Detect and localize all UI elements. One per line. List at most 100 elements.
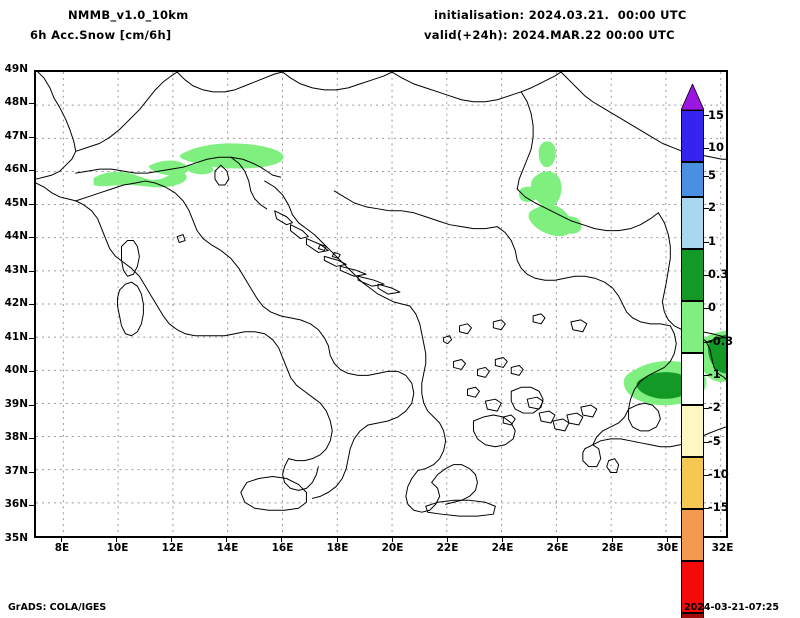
colorbar-band-03-1 <box>681 353 704 405</box>
colorbar-tick <box>704 308 709 309</box>
xtick-mark <box>116 537 117 542</box>
colorbar-label-m1: -1 <box>708 367 721 381</box>
xtick-label-14e: 14E <box>216 542 239 554</box>
ytick-label-36n: 36N <box>4 498 28 510</box>
colorbar-tick <box>704 475 709 476</box>
colorbar-tick <box>704 342 709 343</box>
colorbar-tick <box>704 148 709 149</box>
colorbar-label-m2: -2 <box>708 400 721 414</box>
colorbar-arrow-top <box>681 84 704 110</box>
xtick-label-8e: 8E <box>54 542 70 554</box>
xtick-mark <box>447 537 448 542</box>
ytick-label-39n: 39N <box>4 398 28 410</box>
xtick-mark <box>502 537 503 542</box>
valid-time: valid(+24h): 2024.MAR.22 00:00 UTC <box>424 28 675 42</box>
shade-thrace-core <box>707 334 726 374</box>
ytick-label-47n: 47N <box>4 130 28 142</box>
colorbar-tick <box>704 275 709 276</box>
coastlines-and-borders <box>36 72 726 517</box>
xtick-mark <box>392 537 393 542</box>
xtick-mark <box>557 537 558 542</box>
colorbar-band-m5-m10 <box>681 613 704 618</box>
colorbar-label-10: 10 <box>708 140 725 154</box>
colorbar-label-5: 5 <box>708 168 717 182</box>
ytick-label-43n: 43N <box>4 264 28 276</box>
xtick-label-16e: 16E <box>271 542 294 554</box>
xtick-label-18e: 18E <box>326 542 349 554</box>
ytick-mark <box>29 271 34 272</box>
xtick-mark <box>171 537 172 542</box>
xtick-mark <box>281 537 282 542</box>
ytick-label-38n: 38N <box>4 431 28 443</box>
ytick-mark <box>29 304 34 305</box>
colorbar-tick <box>704 176 709 177</box>
colorbar-band-m1-m2 <box>681 509 704 561</box>
xtick-label-28e: 28E <box>601 542 624 554</box>
xtick-mark <box>667 537 668 542</box>
generation-stamp: 2024-03-21-07:25 <box>684 602 779 613</box>
xtick-label-26e: 26E <box>546 542 569 554</box>
ytick-label-45n: 45N <box>4 197 28 209</box>
colorbar-tick <box>704 242 709 243</box>
ytick-mark <box>29 137 34 138</box>
colorbar-tick <box>704 208 709 209</box>
ytick-label-46n: 46N <box>4 163 28 175</box>
ytick-label-49n: 49N <box>4 63 28 75</box>
ytick-mark <box>29 338 34 339</box>
colorbar-tick <box>704 508 709 509</box>
grads-credit: GrADS: COLA/IGES <box>8 602 107 613</box>
colorbar-label-m10: -10 <box>708 467 729 481</box>
colorbar-band-m03-m1 <box>681 457 704 509</box>
colorbar-label-03: 0.3 <box>708 267 729 281</box>
colorbar-band-0-m03 <box>681 405 704 457</box>
ytick-mark <box>29 170 34 171</box>
colorbar-label-2: 2 <box>708 200 717 214</box>
xtick-label-22e: 22E <box>436 542 459 554</box>
colorbar-band-2-5 <box>681 249 704 301</box>
xtick-label-30e: 30E <box>656 542 679 554</box>
ytick-mark <box>29 472 34 473</box>
colorbar-label-m03: -0.3 <box>708 334 734 348</box>
xtick-mark <box>61 537 62 542</box>
shade-turkey-core <box>636 372 691 399</box>
colorbar-band-1-2 <box>681 301 704 353</box>
xtick-mark <box>226 537 227 542</box>
colorbar-label-m15: -15 <box>708 500 729 514</box>
xtick-label-10e: 10E <box>106 542 129 554</box>
ytick-mark <box>29 438 34 439</box>
field-subtitle: 6h Acc.Snow [cm/6h] <box>30 28 172 42</box>
ytick-mark <box>29 505 34 506</box>
ytick-label-37n: 37N <box>4 465 28 477</box>
ytick-mark <box>29 405 34 406</box>
latlon-gridlines <box>36 72 726 536</box>
colorbar-tick <box>704 408 709 409</box>
ytick-mark <box>29 204 34 205</box>
ytick-label-42n: 42N <box>4 297 28 309</box>
page-title: NMMB_v1.0_10km <box>68 8 189 22</box>
colorbar-label-m5: -5 <box>708 434 721 448</box>
colorbar-tick <box>704 115 709 116</box>
xtick-label-24e: 24E <box>491 542 514 554</box>
ytick-label-35n: 35N <box>4 532 28 544</box>
xtick-mark <box>337 537 338 542</box>
shade-alps <box>93 143 284 188</box>
colorbar-label-0: 0 <box>708 300 717 314</box>
colorbar-label-1: 1 <box>708 234 717 248</box>
colorbar <box>681 84 705 618</box>
colorbar-band-m2-m5 <box>681 561 704 613</box>
ytick-mark <box>29 103 34 104</box>
colorbar-tick <box>704 442 709 443</box>
colorbar-tick <box>704 375 709 376</box>
initialisation-time: initialisation: 2024.03.21. 00:00 UTC <box>434 8 687 22</box>
ytick-mark <box>29 371 34 372</box>
colorbar-band-10-15 <box>681 162 704 197</box>
xtick-label-20e: 20E <box>381 542 404 554</box>
xtick-label-32e: 32E <box>711 542 734 554</box>
ytick-mark <box>29 237 34 238</box>
colorbar-band-above-15 <box>681 110 704 162</box>
ytick-label-48n: 48N <box>4 96 28 108</box>
ytick-label-40n: 40N <box>4 364 28 376</box>
xtick-label-12e: 12E <box>161 542 184 554</box>
map-plot-area <box>34 70 728 538</box>
